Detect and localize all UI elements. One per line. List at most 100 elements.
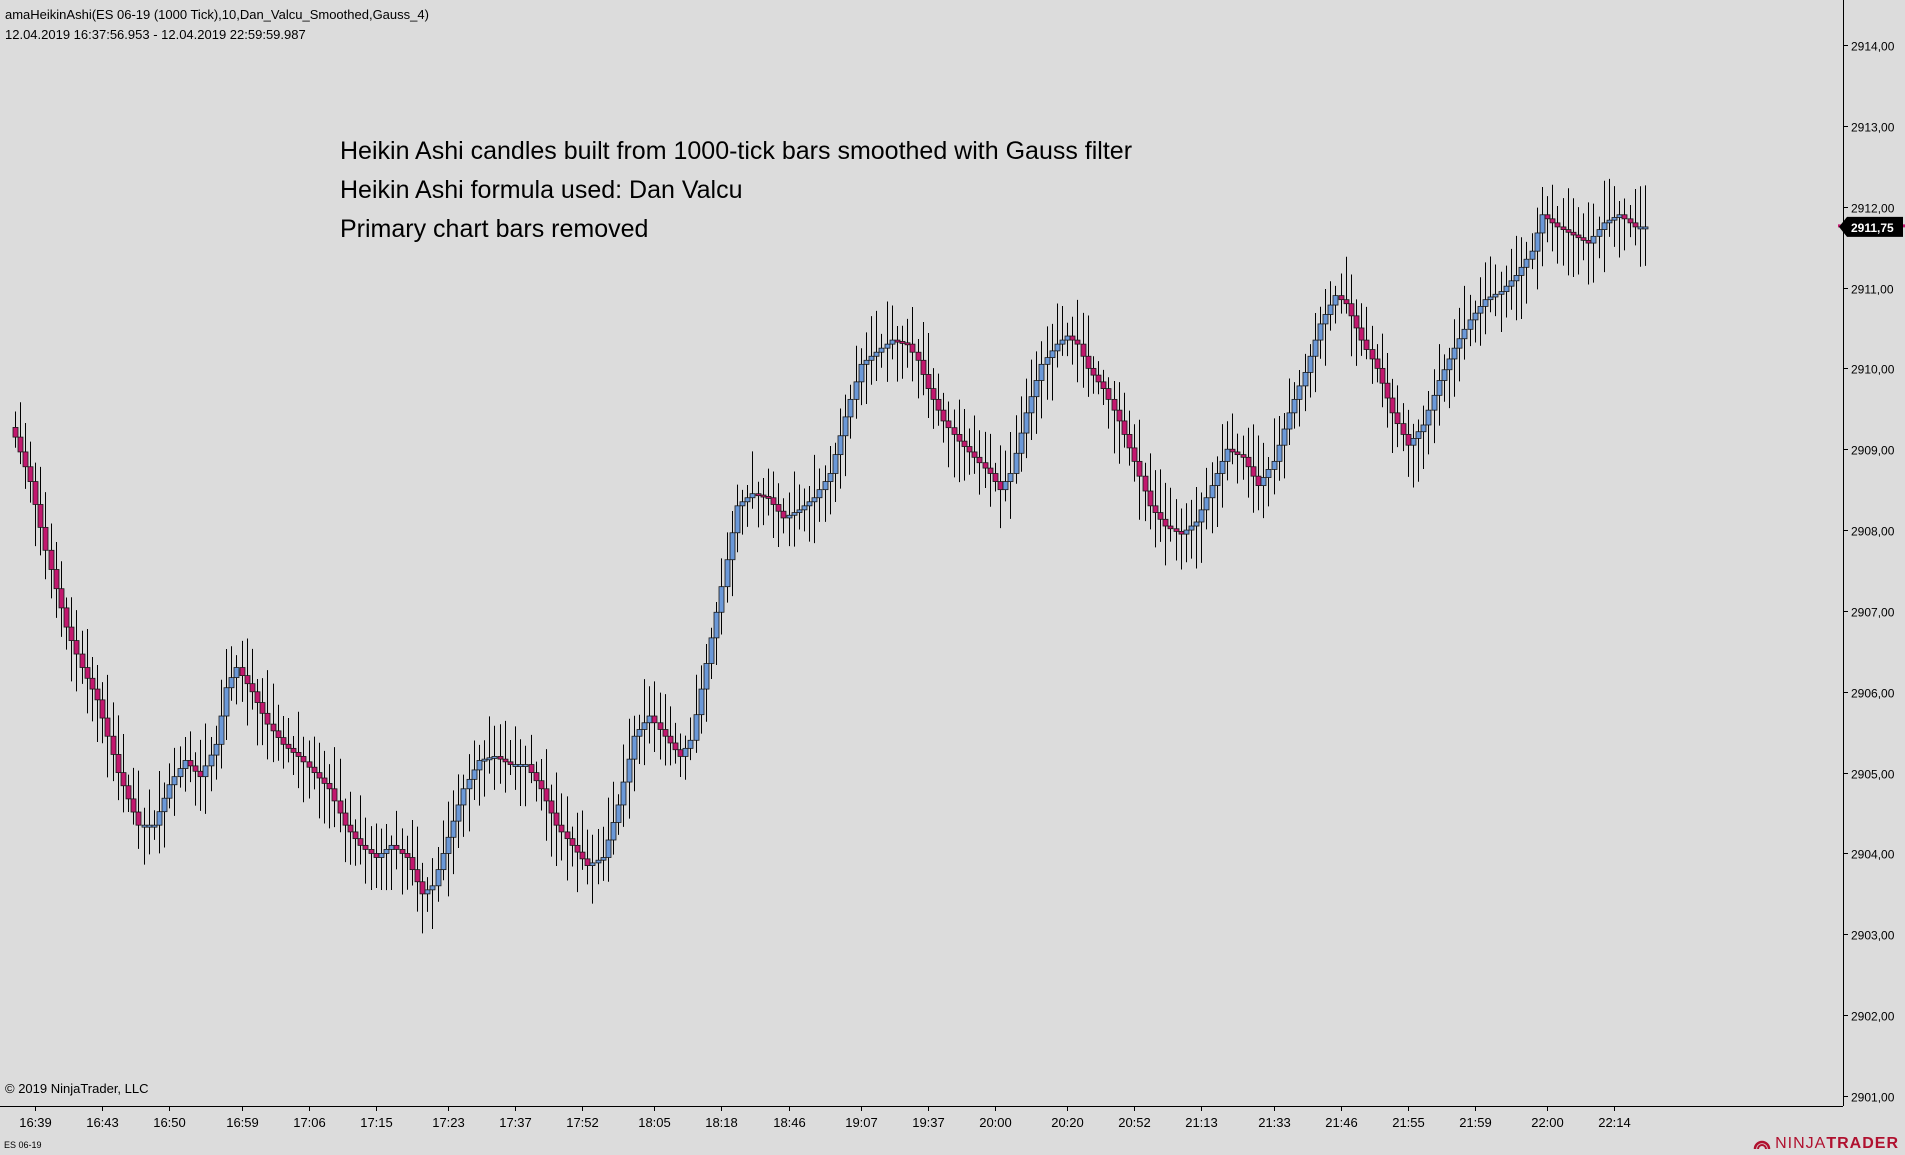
candle-bull bbox=[626, 758, 633, 783]
candle-bull bbox=[873, 351, 880, 357]
price-tick-label: 2909,00 bbox=[1851, 444, 1895, 458]
candle-bear bbox=[1142, 475, 1149, 492]
time-tick-label: 21:55 bbox=[1392, 1115, 1425, 1130]
candle-bear bbox=[300, 756, 307, 763]
price-tick-label: 2911,00 bbox=[1851, 283, 1894, 297]
candle-bull bbox=[378, 853, 385, 858]
time-tick-label: 22:00 bbox=[1531, 1115, 1564, 1130]
candle-bull bbox=[827, 473, 834, 482]
candle-bear bbox=[1131, 447, 1138, 462]
candle-bull bbox=[884, 343, 891, 349]
time-tick-label: 16:50 bbox=[153, 1115, 186, 1130]
time-tick-label: 17:15 bbox=[360, 1115, 393, 1130]
candle-bull bbox=[1322, 314, 1329, 325]
candle-bull bbox=[595, 859, 602, 864]
price-axis[interactable]: 2914,00 2913,00 2912,00 2911,00 2910,00 2909,… bbox=[1843, 0, 1895, 1106]
candle-bull bbox=[1183, 529, 1190, 535]
candle-bull bbox=[182, 760, 189, 769]
candle-bull bbox=[1209, 485, 1216, 499]
candle-bull bbox=[476, 760, 483, 771]
candle-bear bbox=[239, 667, 246, 676]
candle-bull bbox=[383, 849, 390, 854]
candle-bull bbox=[1518, 266, 1525, 276]
candle-bear bbox=[270, 723, 277, 732]
time-tick-label: 16:43 bbox=[86, 1115, 119, 1130]
time-tick-label: 20:20 bbox=[1051, 1115, 1084, 1130]
candle-bear bbox=[316, 772, 323, 779]
candle-bull bbox=[1193, 521, 1200, 527]
candle-bear bbox=[84, 667, 91, 679]
candle-bull bbox=[1436, 380, 1443, 396]
candle-bear bbox=[254, 691, 261, 703]
candle-bull bbox=[1611, 217, 1618, 221]
candle-bull bbox=[466, 778, 473, 790]
candle-bull bbox=[1203, 497, 1210, 511]
candle-bear bbox=[528, 764, 535, 774]
candle-bull bbox=[1224, 448, 1231, 462]
last-price-tag bbox=[1839, 216, 1903, 237]
candle-bear bbox=[1162, 518, 1169, 527]
candle-bear bbox=[1111, 398, 1118, 411]
ninjatrader-logo: NINJA TRADER bbox=[1753, 1135, 1899, 1153]
time-tick-label: 20:52 bbox=[1118, 1115, 1151, 1130]
candle-bull bbox=[435, 869, 442, 887]
candle-bear bbox=[992, 473, 999, 482]
candle-bear bbox=[976, 456, 983, 464]
candle-bull bbox=[724, 559, 731, 588]
price-tick-label: 2907,00 bbox=[1851, 606, 1895, 620]
candle-bear bbox=[373, 853, 380, 858]
candle-bear bbox=[259, 702, 266, 714]
candle-bull bbox=[687, 739, 694, 749]
candle-bear bbox=[192, 765, 199, 772]
candle-bull bbox=[1059, 339, 1066, 345]
candle-bull bbox=[208, 754, 215, 767]
candle-bear bbox=[94, 688, 101, 701]
candle-bull bbox=[486, 757, 493, 761]
candle-bear bbox=[331, 788, 338, 802]
candle-bull bbox=[1302, 372, 1309, 387]
time-tick-label: 17:52 bbox=[566, 1115, 599, 1130]
candle-bear bbox=[311, 766, 318, 774]
candle-bull bbox=[1529, 250, 1536, 260]
candle-bear bbox=[321, 777, 328, 784]
price-tick-label: 2901,00 bbox=[1851, 1091, 1895, 1105]
candle-bull bbox=[1002, 481, 1009, 491]
candle-bull bbox=[171, 776, 178, 786]
copyright-text: © 2019 NinjaTrader, LLC bbox=[5, 1081, 149, 1096]
candle-bear bbox=[662, 729, 669, 737]
candle-bull bbox=[600, 857, 607, 861]
candle-bear bbox=[347, 824, 354, 833]
candle-bear bbox=[1167, 525, 1174, 530]
candle-bull bbox=[842, 416, 849, 437]
candle-bear bbox=[48, 549, 55, 570]
candle-bull bbox=[1601, 222, 1608, 230]
annotation-line-3: Primary chart bars removed bbox=[340, 215, 649, 243]
candle-bear bbox=[1394, 412, 1401, 425]
candle-bear bbox=[1580, 237, 1587, 241]
candle-bear bbox=[677, 749, 684, 757]
candle-bear bbox=[667, 735, 674, 744]
candle-bull bbox=[141, 824, 148, 828]
candle-bear bbox=[1343, 299, 1350, 305]
candle-bear bbox=[326, 782, 333, 790]
candle-bull bbox=[1281, 428, 1288, 446]
candle-bear bbox=[1585, 239, 1592, 244]
time-axis[interactable]: 16:39 16:43 16:50 16:59 17:06 17:15 17:23 17:37… bbox=[0, 1106, 1843, 1130]
candle-bull bbox=[1482, 299, 1489, 307]
candle-bear bbox=[1358, 327, 1365, 341]
candle-bear bbox=[543, 788, 550, 802]
candle-bull bbox=[682, 747, 689, 757]
candle-bull bbox=[698, 688, 705, 716]
candle-bull bbox=[853, 381, 860, 400]
candle-bull bbox=[471, 769, 478, 780]
candle-bear bbox=[982, 462, 989, 469]
price-tick-label: 2905,00 bbox=[1851, 768, 1895, 782]
candle-bear bbox=[930, 388, 937, 400]
candle-bull bbox=[734, 505, 741, 534]
candle-bear bbox=[538, 780, 545, 790]
candle-bull bbox=[646, 715, 653, 724]
candle-bull bbox=[1198, 509, 1205, 523]
candle-bear bbox=[765, 495, 772, 499]
price-tick-label: 2906,00 bbox=[1851, 687, 1895, 701]
